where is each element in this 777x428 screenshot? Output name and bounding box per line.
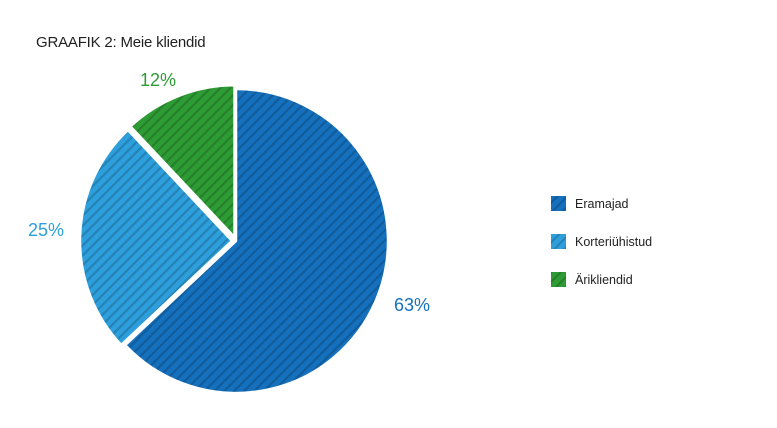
pie-slice-2	[78, 128, 234, 347]
legend-swatch-3	[551, 272, 566, 287]
percent-label-2: 25%	[28, 220, 64, 240]
percent-label-3: 12%	[140, 70, 176, 90]
chart-legend: Eramajad Korteriühistud Ärikliendid	[551, 196, 652, 287]
pie-slices	[78, 84, 390, 395]
percent-label-1: 63%	[394, 295, 430, 315]
legend-label-1: Eramajad	[575, 197, 629, 211]
legend-label-3: Ärikliendid	[575, 273, 633, 287]
chart-title: GRAAFIK 2: Meie kliendid	[36, 34, 206, 51]
pie-slice-1	[123, 87, 390, 395]
pie-slice-3	[129, 84, 236, 239]
legend-swatch-1	[551, 196, 566, 211]
percent-labels: 63% 25% 12%	[28, 70, 430, 315]
legend-label-2: Korteriühistud	[575, 235, 652, 249]
legend-swatch-2	[551, 234, 566, 249]
